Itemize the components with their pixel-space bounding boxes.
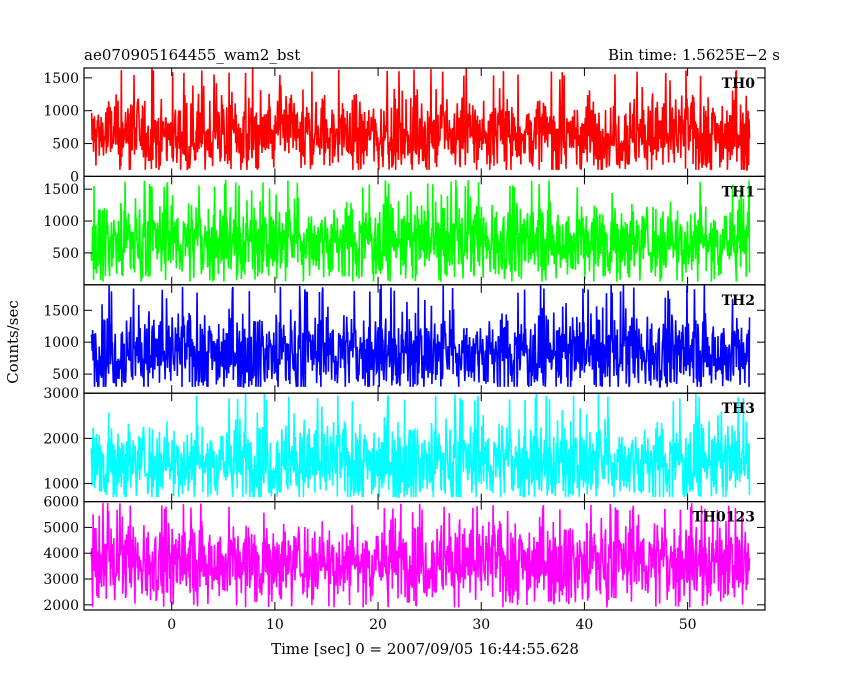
y-tick-label-th0123-3000: 3000 <box>43 572 79 588</box>
x-tick-label-50: 50 <box>679 617 697 633</box>
panel-label-th0: TH0 <box>722 76 756 92</box>
panel-label-th1: TH1 <box>722 184 755 200</box>
series-line-th0123 <box>90 502 751 608</box>
panel-label-th2: TH2 <box>722 293 755 309</box>
x-tick-label-40: 40 <box>576 617 594 633</box>
chart-title: ae070905164455_wam2_bst <box>84 46 300 64</box>
y-tick-label-th0123-6000: 6000 <box>43 495 79 511</box>
y-axis-label: Counts/sec <box>4 300 22 384</box>
y-tick-label-th3-2000: 2000 <box>43 431 79 447</box>
y-tick-label-th3-3000: 3000 <box>43 386 79 402</box>
series-line-th3 <box>90 393 751 498</box>
x-tick-label-20: 20 <box>369 617 387 633</box>
x-tick-label-0: 0 <box>167 617 176 633</box>
y-tick-label-th1-1000: 1000 <box>43 214 79 230</box>
bin-time-label: Bin time: 1.5625E−2 s <box>608 46 780 64</box>
y-tick-label-th0123-5000: 5000 <box>43 520 79 536</box>
x-tick-label-10: 10 <box>266 617 284 633</box>
y-tick-label-th3-1000: 1000 <box>43 477 79 493</box>
y-tick-label-th2-500: 500 <box>52 367 79 383</box>
panel-label-th3: TH3 <box>722 401 755 417</box>
y-tick-label-th0-500: 500 <box>52 137 79 153</box>
x-tick-label-30: 30 <box>472 617 490 633</box>
y-tick-label-th1-500: 500 <box>52 246 79 262</box>
panel-frame-th0123 <box>83 501 766 611</box>
panel-label-th0123: TH0123 <box>692 510 755 526</box>
y-tick-label-th1-1500: 1500 <box>43 182 79 198</box>
y-tick-label-th0-1000: 1000 <box>43 104 79 120</box>
series-line-th2 <box>90 284 751 388</box>
y-tick-label-th0123-2000: 2000 <box>43 598 79 614</box>
x-axis-label: Time [sec] 0 = 2007/09/05 16:44:55.628 <box>271 640 579 658</box>
series-line-th0 <box>90 68 751 171</box>
y-tick-label-th2-1000: 1000 <box>43 335 79 351</box>
y-tick-label-th0123-4000: 4000 <box>43 546 79 562</box>
y-tick-label-th2-1500: 1500 <box>43 303 79 319</box>
y-tick-label-th0-1500: 1500 <box>43 71 79 87</box>
series-line-th1 <box>90 179 751 282</box>
y-tick-label-th0-0: 0 <box>70 169 79 185</box>
